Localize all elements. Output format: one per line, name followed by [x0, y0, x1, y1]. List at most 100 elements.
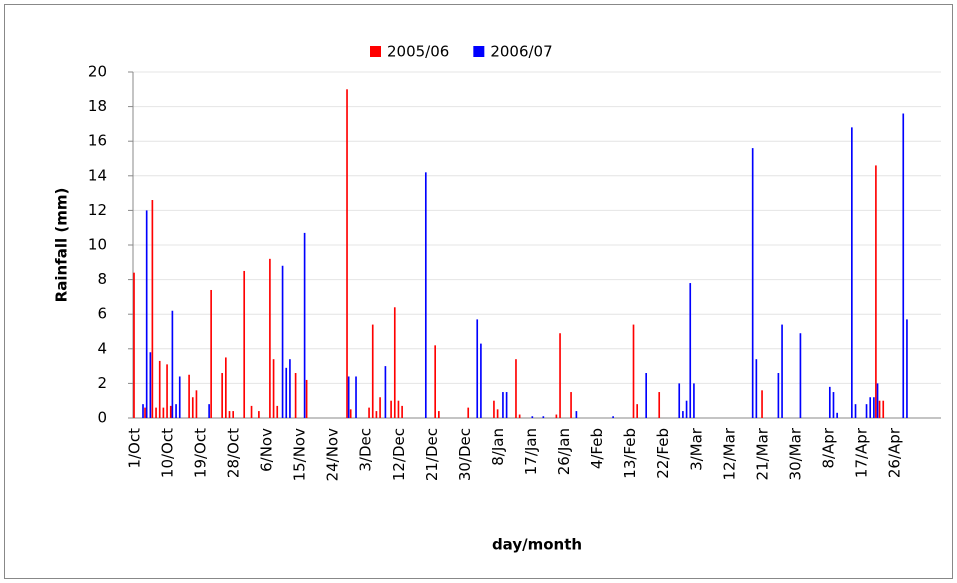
bar	[876, 383, 879, 418]
bar	[836, 412, 838, 418]
x-tick-label: 3/Dec	[357, 428, 375, 472]
bar	[693, 383, 695, 418]
x-tick-label: 21/Dec	[423, 428, 441, 481]
bar	[828, 386, 831, 418]
x-axis-title: day/month	[492, 536, 582, 554]
bar	[575, 411, 578, 418]
bar	[832, 392, 835, 418]
bar	[531, 416, 534, 418]
bar	[496, 409, 499, 418]
bar	[851, 127, 853, 419]
x-tick-label: 8/Jan	[489, 428, 507, 466]
bar	[171, 310, 174, 418]
bar	[438, 411, 440, 418]
bar	[232, 411, 234, 418]
bar	[751, 148, 754, 418]
bar	[276, 405, 279, 418]
bar	[882, 400, 885, 418]
bar	[875, 165, 877, 418]
y-tick-label: 12	[88, 201, 107, 219]
y-tick-label: 6	[97, 305, 107, 323]
y-tick-label: 14	[88, 166, 107, 184]
bar	[289, 359, 291, 418]
chart-frame	[4, 4, 953, 579]
bar	[632, 324, 635, 418]
bar	[347, 376, 350, 418]
bar	[210, 289, 212, 418]
bar	[480, 343, 482, 418]
x-tick-label: 21/Mar	[753, 427, 771, 480]
bar	[902, 113, 905, 419]
bar	[555, 414, 558, 418]
bar	[175, 404, 177, 418]
bar	[144, 407, 146, 418]
x-tick-label: 26/Jan	[555, 428, 573, 475]
bar	[228, 411, 231, 418]
y-tick-label: 10	[88, 236, 107, 254]
bar	[191, 397, 194, 418]
bar	[467, 407, 470, 418]
bar	[755, 359, 758, 418]
bar	[502, 392, 504, 418]
bar	[476, 319, 479, 418]
bar	[258, 411, 260, 418]
bar	[570, 392, 572, 418]
y-tick-label: 16	[88, 132, 107, 150]
bar	[368, 407, 370, 418]
bar	[133, 272, 135, 418]
bar	[777, 373, 780, 418]
bar	[375, 411, 378, 418]
x-tick-label: 13/Feb	[621, 428, 639, 479]
bar	[854, 404, 857, 418]
x-tick-label: 24/Nov	[324, 428, 342, 482]
bar	[303, 232, 306, 418]
bar	[355, 376, 357, 418]
bar	[195, 390, 198, 418]
bar	[682, 411, 684, 418]
bar	[281, 265, 284, 418]
bar	[269, 258, 271, 418]
bar	[151, 200, 154, 418]
legend-swatch	[473, 46, 485, 57]
y-tick-label: 0	[97, 409, 107, 427]
bar	[208, 404, 210, 418]
bar	[559, 333, 561, 418]
bar	[434, 345, 436, 418]
bar	[272, 359, 275, 418]
x-tick-label: 15/Nov	[291, 428, 309, 482]
y-tick-label: 2	[97, 374, 107, 392]
bar	[142, 404, 144, 418]
x-tick-label: 4/Feb	[588, 428, 606, 469]
bar	[658, 392, 661, 418]
bar	[865, 404, 868, 418]
bar	[542, 416, 545, 418]
bar	[761, 390, 763, 418]
bar	[294, 373, 297, 418]
bar	[371, 324, 374, 418]
x-tick-label: 17/Jan	[522, 428, 540, 475]
x-tick-label: 12/Dec	[390, 428, 408, 481]
bar	[166, 364, 168, 418]
bar	[781, 324, 783, 418]
y-tick-label: 4	[97, 339, 107, 357]
bar	[678, 383, 681, 418]
x-tick-label: 17/Apr	[853, 427, 871, 478]
bar	[158, 360, 161, 418]
x-tick-label: 30/Mar	[786, 427, 804, 480]
bar	[346, 89, 348, 419]
x-tick-label: 12/Mar	[720, 427, 738, 480]
legend-swatch	[370, 46, 381, 57]
bar	[349, 409, 352, 418]
bar	[379, 397, 381, 418]
y-tick-label: 18	[88, 97, 107, 115]
x-tick-label: 28/Oct	[225, 428, 243, 478]
bar	[390, 400, 392, 418]
bar	[869, 397, 872, 418]
x-tick-label: 19/Oct	[191, 428, 209, 478]
y-tick-label: 20	[88, 63, 107, 81]
bar	[305, 379, 308, 418]
bar	[155, 407, 157, 418]
bar	[401, 405, 403, 418]
bar	[225, 357, 227, 418]
x-tick-label: 6/Nov	[258, 428, 276, 472]
